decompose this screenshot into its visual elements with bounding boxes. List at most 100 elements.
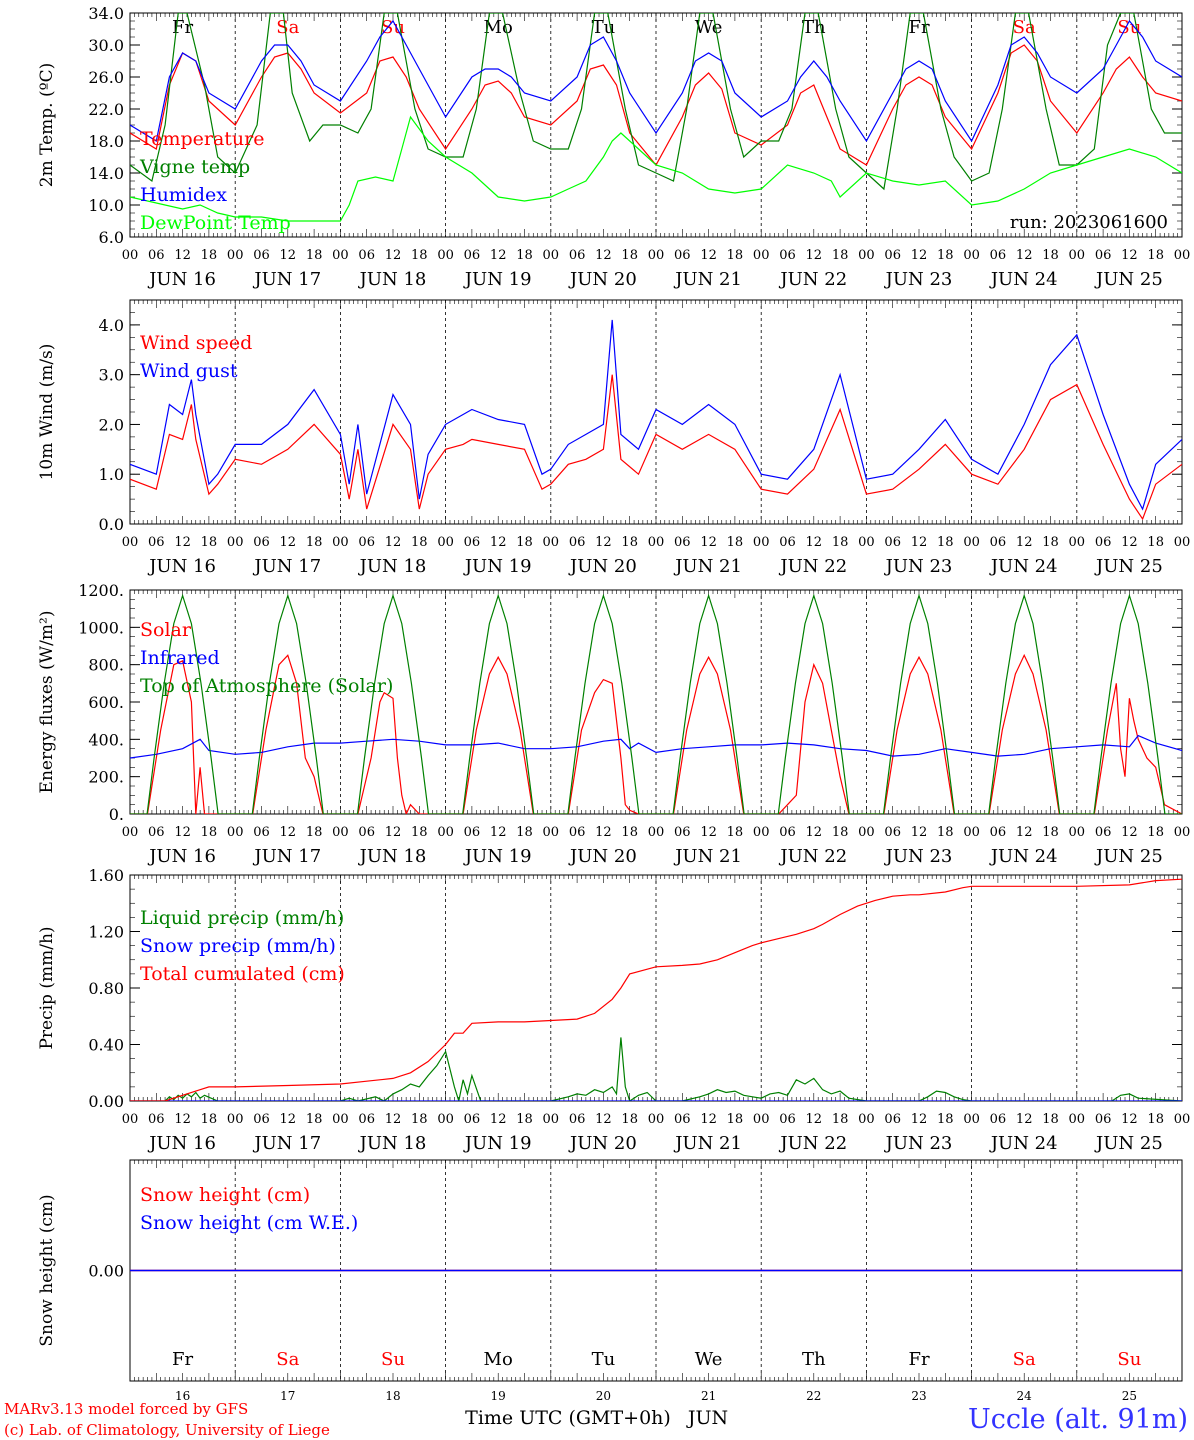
x-hour-label: 12 [1016, 248, 1033, 263]
series-line-top-of-atmosphere-solar [130, 593, 1182, 814]
x-day-label: JUN 21 [673, 1133, 742, 1154]
x-hour-label: 06 [884, 535, 901, 550]
x-hour-label: 12 [280, 535, 297, 550]
x-day-label: JUN 24 [989, 556, 1058, 577]
panel-wind: 0.0 1.0 2.0 3.0 4.0 10m Wind (m/s) 00 06 12 18 JUN… [37, 299, 1190, 577]
x-hour-label: 12 [1121, 535, 1138, 550]
y-tick-label: 3.0 [99, 366, 124, 385]
plot-frame [129, 299, 1183, 525]
series-line-wind-speed [130, 374, 1182, 521]
x-day-number: 25 [1122, 1389, 1137, 1403]
x-hour-label: 06 [990, 535, 1007, 550]
x-hour-label: 12 [911, 535, 928, 550]
x-hour-label: 00 [332, 1112, 349, 1127]
weekday-label: Fr [908, 1349, 929, 1370]
legend-entry: Snow height (cm W.E.) [140, 1212, 358, 1234]
x-day-number: 22 [806, 1389, 821, 1403]
x-hour-label: 00 [227, 1112, 244, 1127]
x-hour-label: 00 [332, 825, 349, 840]
x-day-label: JUN 17 [252, 1133, 321, 1154]
x-day-label: JUN 19 [463, 1133, 532, 1154]
x-hour-label: 18 [727, 825, 744, 840]
x-hour-label: 06 [464, 248, 481, 263]
x-hour-label: 00 [437, 825, 454, 840]
x-hour-label: 06 [569, 1112, 586, 1127]
x-hour-label: 00 [122, 825, 139, 840]
x-hour-label: 18 [832, 1112, 849, 1127]
x-hour-label: 12 [1121, 248, 1138, 263]
panel-precip: 0.00 0.40 0.80 1.20 1.60 Precip (mm/h) 00 06 12 1… [37, 866, 1190, 1154]
y-tick-label: 22.0 [88, 100, 124, 119]
x-hour-label: 06 [569, 825, 586, 840]
x-hour-label: 18 [306, 825, 323, 840]
plot-frame [129, 589, 1183, 815]
y-tick-label: 1200. [78, 581, 124, 600]
x-hour-label: 06 [253, 1112, 270, 1127]
x-hour-label: 12 [806, 1112, 823, 1127]
x-hour-label: 06 [148, 825, 165, 840]
y-tick-label: 6.0 [99, 228, 124, 247]
x-day-label: JUN 23 [884, 1133, 953, 1154]
x-hour-label: 06 [990, 825, 1007, 840]
y-tick-label: 0. [109, 805, 124, 824]
series-line-vigne-temp [130, 13, 1182, 191]
x-hour-label: 12 [280, 248, 297, 263]
x-hour-label: 12 [700, 825, 717, 840]
x-hour-label: 18 [727, 535, 744, 550]
y-tick-label: 0.0 [99, 515, 124, 534]
legend-entry: Infrared [140, 647, 220, 669]
x-hour-label: 12 [595, 1112, 612, 1127]
x-hour-label: 06 [358, 248, 375, 263]
x-hour-label: 18 [411, 1112, 428, 1127]
y-tick-label: 0.00 [88, 1262, 124, 1281]
x-hour-label: 00 [122, 1112, 139, 1127]
x-day-label: JUN 17 [252, 556, 321, 577]
x-hour-label: 18 [1147, 1112, 1164, 1127]
x-hour-label: 06 [1095, 1112, 1112, 1127]
x-day-label: JUN 23 [884, 846, 953, 867]
series-line-infrared [130, 734, 1182, 759]
x-day-label: JUN 19 [463, 556, 532, 577]
station-label: Uccle (alt. 91m) [968, 1404, 1188, 1435]
x-hour-label: 06 [674, 248, 691, 263]
x-hour-label: 06 [990, 1112, 1007, 1127]
x-hour-label: 12 [806, 248, 823, 263]
credit-line: (c) Lab. of Climatology, University of L… [4, 1421, 330, 1439]
legend-entry: Wind speed [140, 332, 252, 354]
x-hour-label: 18 [937, 825, 954, 840]
x-day-label: JUN 16 [147, 846, 216, 867]
x-hour-label: 12 [1016, 825, 1033, 840]
x-day-label: JUN 25 [1094, 269, 1163, 290]
weekday-label: Mo [484, 17, 513, 38]
x-hour-label: 06 [464, 535, 481, 550]
series-line-dewpoint-temp [130, 115, 1182, 222]
x-day-label: JUN 25 [1094, 846, 1163, 867]
x-hour-label: 00 [963, 1112, 980, 1127]
x-hour-label: 00 [122, 535, 139, 550]
x-hour-label: 00 [648, 825, 665, 840]
x-hour-label: 12 [174, 248, 191, 263]
x-hour-label: 12 [595, 248, 612, 263]
y-tick-label: 0.00 [88, 1092, 124, 1111]
x-axis-month: JUN [686, 1407, 728, 1429]
legend-entry: Snow height (cm) [140, 1184, 310, 1206]
x-hour-label: 12 [280, 825, 297, 840]
x-hour-label: 18 [1147, 535, 1164, 550]
x-hour-label: 18 [516, 1112, 533, 1127]
x-hour-label: 18 [1147, 825, 1164, 840]
x-hour-label: 12 [174, 535, 191, 550]
x-hour-label: 12 [1016, 535, 1033, 550]
x-hour-label: 00 [437, 1112, 454, 1127]
x-day-label: JUN 17 [252, 269, 321, 290]
x-hour-label: 00 [963, 825, 980, 840]
x-hour-label: 18 [516, 535, 533, 550]
x-hour-label: 18 [306, 1112, 323, 1127]
x-day-label: JUN 21 [673, 269, 742, 290]
x-hour-label: 18 [201, 825, 218, 840]
x-hour-label: 00 [437, 248, 454, 263]
weekday-label: Tu [592, 1349, 616, 1370]
x-day-number: 23 [911, 1389, 926, 1403]
y-axis-label: 2m Temp. (ºC) [37, 63, 57, 188]
x-day-label: JUN 16 [147, 269, 216, 290]
x-hour-label: 00 [858, 825, 875, 840]
